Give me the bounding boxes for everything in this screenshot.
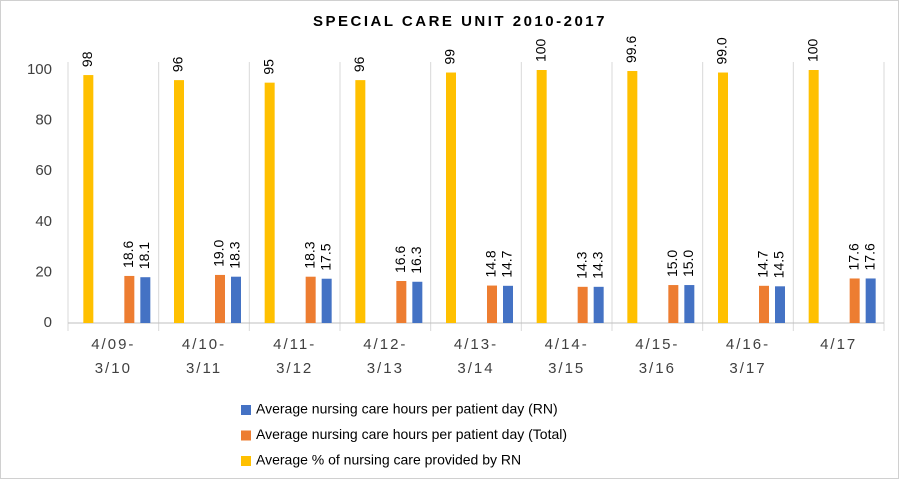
bar bbox=[536, 70, 547, 323]
bar bbox=[83, 75, 94, 323]
bar bbox=[321, 278, 332, 323]
value-label: 96 bbox=[170, 56, 186, 72]
value-label: 19.0 bbox=[211, 239, 227, 266]
x-tick-label: 3/13 bbox=[367, 360, 404, 377]
bar bbox=[718, 72, 728, 323]
bar bbox=[503, 285, 513, 323]
value-label: 95 bbox=[260, 59, 276, 75]
bar bbox=[849, 278, 860, 323]
bar bbox=[264, 82, 275, 324]
bar bbox=[577, 286, 588, 323]
y-tick-label: 100 bbox=[27, 61, 52, 78]
x-tick-label: 3/15 bbox=[548, 360, 585, 377]
value-label: 14.3 bbox=[573, 251, 589, 278]
x-tick-label: 4/14- bbox=[545, 336, 589, 353]
bar bbox=[140, 277, 151, 323]
legend-swatch bbox=[241, 405, 251, 415]
bar bbox=[305, 276, 316, 323]
value-label: 98 bbox=[79, 51, 95, 67]
x-tick-label: 4/11- bbox=[273, 336, 316, 353]
value-label: 17.5 bbox=[317, 243, 333, 270]
bar bbox=[487, 285, 497, 323]
value-label: 14.7 bbox=[499, 250, 515, 277]
value-label: 100 bbox=[804, 38, 820, 62]
bar bbox=[593, 286, 604, 323]
legend-label: Average nursing care hours per patient d… bbox=[256, 426, 567, 442]
x-tick-label: 3/14 bbox=[457, 360, 494, 377]
chart-title: SPECIAL CARE UNIT 2010-2017 bbox=[313, 13, 607, 30]
bar bbox=[396, 281, 407, 323]
y-tick-label: 40 bbox=[35, 213, 52, 230]
value-label: 18.1 bbox=[136, 242, 152, 269]
legend-swatch bbox=[241, 456, 251, 466]
value-label: 18.3 bbox=[301, 241, 317, 268]
x-tick-label: 3/16 bbox=[639, 360, 676, 377]
bar bbox=[775, 286, 785, 323]
value-label: 99 bbox=[442, 49, 458, 65]
bar bbox=[446, 72, 456, 323]
bar bbox=[124, 275, 135, 323]
x-tick-label: 4/10- bbox=[182, 336, 226, 353]
bar bbox=[865, 278, 876, 323]
value-label: 14.3 bbox=[589, 251, 605, 278]
bar bbox=[684, 285, 695, 323]
bar bbox=[174, 80, 184, 324]
value-label: 96 bbox=[351, 56, 367, 72]
x-tick-label: 3/17 bbox=[729, 360, 766, 377]
x-tick-label: 4/12- bbox=[363, 336, 407, 353]
x-tick-label: 4/13- bbox=[454, 336, 498, 353]
x-tick-label: 4/16- bbox=[726, 336, 770, 353]
x-tick-label: 4/15- bbox=[635, 336, 679, 353]
value-label: 17.6 bbox=[861, 243, 877, 270]
value-label: 15.0 bbox=[664, 250, 680, 277]
value-label: 18.3 bbox=[227, 241, 243, 268]
value-label: 16.3 bbox=[408, 246, 424, 273]
bar bbox=[759, 285, 769, 323]
x-tick-label: 3/10 bbox=[95, 360, 132, 377]
value-label: 16.6 bbox=[392, 246, 408, 273]
bar bbox=[627, 71, 638, 324]
x-tick-label: 4/17 bbox=[820, 336, 857, 353]
value-label: 14.8 bbox=[483, 250, 499, 277]
x-tick-label: 3/12 bbox=[276, 360, 313, 377]
legend-label: Average nursing care hours per patient d… bbox=[256, 401, 558, 417]
value-label: 14.5 bbox=[771, 251, 787, 278]
bar bbox=[668, 285, 679, 323]
legend-swatch bbox=[241, 430, 251, 441]
legend-label: Average % of nursing care provided by RN bbox=[256, 452, 521, 468]
y-tick-label: 60 bbox=[35, 162, 52, 179]
x-tick-label: 4/09- bbox=[91, 336, 135, 353]
bar bbox=[808, 70, 819, 323]
y-tick-label: 20 bbox=[35, 263, 52, 280]
x-tick-label: 3/11 bbox=[186, 360, 222, 377]
bar bbox=[355, 80, 366, 324]
value-label: 15.0 bbox=[680, 250, 696, 277]
y-tick-label: 0 bbox=[44, 314, 52, 331]
value-label: 14.7 bbox=[755, 250, 771, 277]
value-label: 99.6 bbox=[623, 36, 639, 63]
value-label: 99.0 bbox=[714, 37, 730, 64]
bar bbox=[215, 274, 225, 323]
value-label: 17.6 bbox=[845, 243, 861, 270]
value-label: 100 bbox=[532, 38, 548, 62]
y-tick-label: 80 bbox=[35, 112, 52, 129]
bar bbox=[412, 281, 423, 323]
value-label: 18.6 bbox=[120, 240, 136, 267]
bar bbox=[231, 276, 241, 323]
